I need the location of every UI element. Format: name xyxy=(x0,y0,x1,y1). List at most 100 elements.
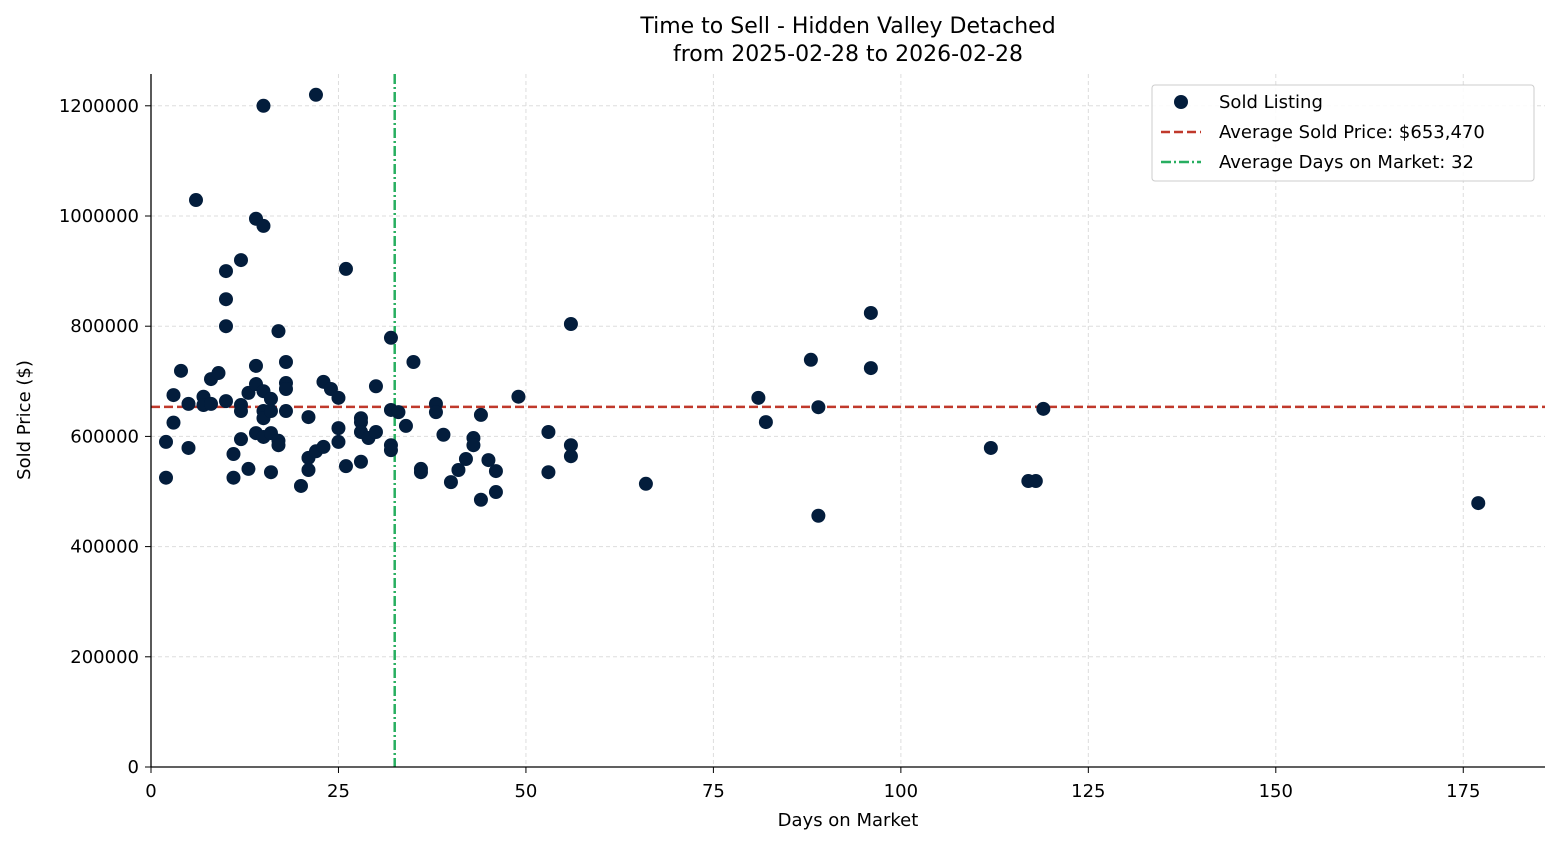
data-point xyxy=(248,358,263,373)
data-point xyxy=(368,424,383,439)
chart-subtitle: from 2025-02-28 to 2026-02-28 xyxy=(673,42,1023,67)
data-point xyxy=(863,361,878,376)
data-point xyxy=(563,316,578,331)
y-tick-label: 400000 xyxy=(70,537,139,558)
data-point xyxy=(481,453,496,468)
data-point xyxy=(1036,401,1051,416)
data-points xyxy=(158,87,1486,523)
x-tick-label: 100 xyxy=(884,781,918,802)
chart-title: Time to Sell - Hidden Valley Detached xyxy=(639,14,1055,39)
y-tick-label: 1000000 xyxy=(59,206,139,227)
data-point xyxy=(451,463,466,478)
data-point xyxy=(308,87,323,102)
x-tick-label: 25 xyxy=(327,781,350,802)
legend-marker-points xyxy=(1174,95,1188,109)
data-point xyxy=(863,305,878,320)
data-point xyxy=(181,440,196,455)
y-axis-label: Sold Price ($) xyxy=(14,360,35,480)
data-point xyxy=(241,461,256,476)
data-point xyxy=(316,439,331,454)
data-point xyxy=(173,363,188,378)
x-tick-label: 175 xyxy=(1446,781,1480,802)
data-point xyxy=(398,418,413,433)
data-point xyxy=(383,330,398,345)
data-point xyxy=(278,355,293,370)
data-point xyxy=(218,394,233,409)
data-point xyxy=(218,292,233,307)
data-point xyxy=(1028,474,1043,489)
data-point xyxy=(751,390,766,405)
data-point xyxy=(511,389,526,404)
data-point xyxy=(293,478,308,493)
data-point xyxy=(331,421,346,436)
y-tick-label: 200000 xyxy=(70,647,139,668)
legend: Sold Listing Average Sold Price: $653,47… xyxy=(1151,84,1535,182)
data-point xyxy=(271,324,286,339)
data-point xyxy=(263,391,278,406)
data-point xyxy=(473,492,488,507)
axes: 0 25 50 75 100 125 150 175 0 200000 400000 600000 80… xyxy=(59,74,1545,802)
data-point xyxy=(331,390,346,405)
data-point xyxy=(803,352,818,367)
data-point xyxy=(263,404,278,419)
data-point xyxy=(338,261,353,276)
data-point xyxy=(218,264,233,279)
data-point xyxy=(278,404,293,419)
data-point xyxy=(233,432,248,447)
data-point xyxy=(983,440,998,455)
data-point xyxy=(406,355,421,370)
data-point xyxy=(353,454,368,469)
legend-label-avg-price: Average Sold Price: $653,470 xyxy=(1219,122,1485,143)
data-point xyxy=(391,405,406,420)
x-tick-label: 0 xyxy=(145,781,156,802)
data-point xyxy=(428,405,443,420)
data-point xyxy=(383,443,398,458)
data-point xyxy=(271,438,286,453)
data-point xyxy=(436,427,451,442)
data-point xyxy=(181,396,196,411)
legend-label-points: Sold Listing xyxy=(1219,92,1323,113)
data-point xyxy=(638,476,653,491)
x-tick-label: 125 xyxy=(1071,781,1105,802)
data-point xyxy=(466,438,481,453)
data-point xyxy=(166,415,181,430)
data-point xyxy=(338,459,353,474)
x-tick-label: 150 xyxy=(1259,781,1293,802)
data-point xyxy=(263,465,278,480)
data-point xyxy=(256,98,271,113)
x-tick-label: 50 xyxy=(514,781,537,802)
data-point xyxy=(541,424,556,439)
y-tick-label: 1200000 xyxy=(59,96,139,117)
x-tick-label: 75 xyxy=(702,781,725,802)
data-point xyxy=(473,407,488,422)
data-point xyxy=(166,388,181,403)
data-point xyxy=(278,382,293,397)
data-point xyxy=(811,508,826,523)
data-point xyxy=(188,193,203,208)
data-point xyxy=(226,470,241,485)
data-point xyxy=(233,253,248,268)
data-point xyxy=(563,438,578,453)
data-point xyxy=(541,465,556,480)
data-point xyxy=(301,463,316,478)
data-point xyxy=(256,218,271,233)
x-axis-label: Days on Market xyxy=(778,810,919,831)
data-point xyxy=(203,396,218,411)
data-point xyxy=(331,434,346,449)
data-point xyxy=(458,451,473,466)
data-point xyxy=(158,434,173,449)
data-point xyxy=(233,404,248,419)
data-point xyxy=(1471,496,1486,511)
data-point xyxy=(226,447,241,462)
data-point xyxy=(353,415,368,430)
data-point xyxy=(413,465,428,480)
data-point xyxy=(758,415,773,430)
data-point xyxy=(811,400,826,415)
data-point xyxy=(211,366,226,381)
y-tick-label: 600000 xyxy=(70,426,139,447)
data-point xyxy=(158,470,173,485)
data-point xyxy=(368,379,383,394)
data-point xyxy=(488,485,503,500)
legend-label-avg-days: Average Days on Market: 32 xyxy=(1219,152,1474,173)
